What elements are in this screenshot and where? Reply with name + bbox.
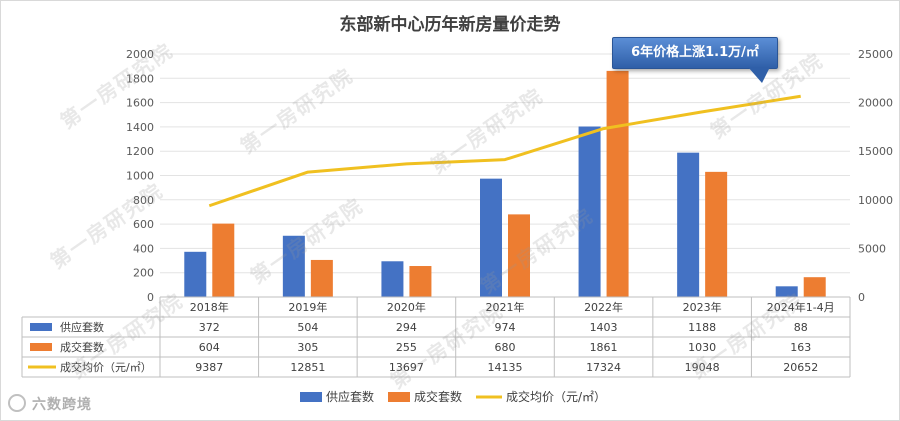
x-tick-label: 2024年1-4月 (767, 300, 835, 314)
y-right-tick-label: 0 (858, 291, 865, 304)
bar-supply (282, 235, 305, 297)
table-cell-value: 19048 (685, 361, 720, 374)
bar-supply (775, 286, 798, 297)
y-right-tick-label: 5000 (858, 242, 886, 255)
legend-key (300, 392, 322, 402)
y-left-tick-label: 1200 (126, 145, 154, 158)
table-cell-value: 14135 (488, 361, 523, 374)
table-cell-value: 255 (396, 341, 417, 354)
bar-deals (409, 266, 432, 297)
chart-title: 东部新中心历年新房量价走势 (339, 15, 561, 35)
table-cell-value: 504 (297, 321, 318, 334)
bar-deals (508, 214, 530, 297)
x-tick-label: 2021年 (486, 300, 525, 314)
y-left-tick-label: 1000 (126, 170, 154, 183)
table-cell-value: 1403 (590, 321, 618, 334)
y-left-tick-label: 800 (133, 194, 154, 207)
bar-supply (578, 126, 601, 298)
y-left-tick-label: 1800 (126, 72, 154, 85)
y-right-tick-label: 25000 (858, 48, 893, 61)
y-left-tick-label: 200 (133, 267, 154, 280)
callout-pointer (748, 67, 770, 83)
table-row-label: 成交套数 (60, 340, 104, 354)
y-left-tick-label: 1600 (126, 97, 154, 110)
table-cell-value: 1188 (688, 321, 716, 334)
table-cell-value: 974 (495, 321, 516, 334)
legend-key (388, 392, 410, 402)
bar-supply (381, 261, 404, 297)
bar-deals (310, 259, 333, 297)
bar-supply (184, 251, 207, 297)
table-cell-value: 305 (297, 341, 318, 354)
legend-label: 供应套数 (326, 389, 374, 404)
legend-label: 成交均价（元/㎡） (506, 389, 606, 404)
y-left-tick-label: 0 (147, 291, 154, 304)
table-cell-value: 1030 (688, 341, 716, 354)
table-cell-value: 13697 (389, 361, 424, 374)
table-legend-key (30, 343, 52, 351)
x-tick-label: 2023年 (683, 300, 722, 314)
bar-deals (803, 277, 826, 297)
bar-deals (705, 171, 728, 297)
table-cell-value: 604 (199, 341, 220, 354)
bar-deals (606, 70, 629, 298)
table-cell-value: 1861 (590, 341, 618, 354)
legend-label: 成交套数 (414, 389, 462, 404)
brand-logo-text: 六数跨境 (32, 397, 92, 413)
x-tick-label: 2019年 (288, 300, 327, 314)
table-cell-value: 372 (199, 321, 220, 334)
bar-supply (480, 178, 502, 297)
y-left-tick-label: 400 (133, 242, 154, 255)
table-cell-value: 163 (790, 341, 811, 354)
y-left-tick-label: 600 (133, 218, 154, 231)
brand-logo-icon (8, 394, 26, 412)
table-legend-key (30, 323, 52, 331)
table-cell-value: 12851 (290, 361, 325, 374)
y-left-tick-label: 1400 (126, 121, 154, 134)
y-right-tick-label: 20000 (858, 97, 893, 110)
avg-price-line (208, 94, 801, 208)
y-right-tick-label: 10000 (858, 194, 893, 207)
table-row-label: 供应套数 (60, 320, 104, 334)
x-tick-label: 2020年 (387, 300, 426, 314)
table-cell-value: 294 (396, 321, 417, 334)
price-increase-callout: 6年价格上涨1.1万/㎡ (612, 37, 778, 69)
x-tick-label: 2022年 (584, 300, 623, 314)
y-right-tick-label: 15000 (858, 145, 893, 158)
bar-deals (212, 223, 235, 297)
x-tick-label: 2018年 (190, 300, 229, 314)
table-cell-value: 20652 (783, 361, 818, 374)
y-left-tick-label: 2000 (126, 48, 154, 61)
table-cell-value: 680 (495, 341, 516, 354)
brand-logo: 六数跨境 (8, 394, 92, 414)
table-cell-value: 17324 (586, 361, 621, 374)
table-row-label: 成交均价（元/㎡） (60, 360, 152, 374)
table-cell-value: 88 (794, 321, 808, 334)
table-cell-value: 9387 (195, 361, 223, 374)
bar-supply (677, 152, 700, 297)
